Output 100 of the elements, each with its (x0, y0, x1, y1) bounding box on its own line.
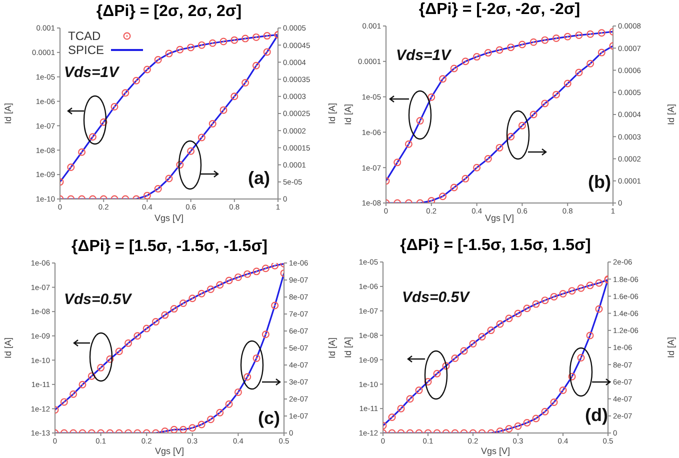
point (165, 50, 173, 58)
point (271, 263, 279, 270)
point (216, 281, 224, 289)
point (244, 270, 252, 278)
point (97, 364, 105, 372)
legend-label: SPICE (68, 43, 104, 57)
point (134, 332, 142, 340)
point (586, 282, 594, 290)
chart-title: {ΔPi} = [1.5σ, -1.5σ, -1.5σ] (70, 238, 268, 256)
point (206, 286, 214, 293)
point (230, 36, 238, 44)
point (462, 58, 470, 66)
point (550, 292, 558, 300)
point (106, 355, 114, 363)
x-axis-title: Vgs [V] (154, 213, 184, 223)
point (484, 49, 492, 57)
point (263, 32, 271, 40)
point (424, 378, 432, 386)
point (442, 362, 450, 370)
y-axis-title: Id [A] (343, 104, 354, 126)
y-axis-title: Id [A] (3, 102, 14, 124)
y2-axis-title: Id [A] (327, 102, 338, 124)
point (478, 333, 486, 341)
point (530, 38, 538, 46)
annotation: Vds=0.5V (402, 289, 470, 306)
point (208, 39, 216, 47)
point (132, 76, 140, 84)
point (439, 75, 446, 83)
y2-axis-title: Id [A] (666, 104, 676, 126)
point (198, 290, 206, 298)
point (143, 66, 151, 74)
point (225, 276, 233, 284)
point (161, 311, 169, 319)
point (460, 347, 468, 355)
point (170, 305, 178, 313)
point (115, 348, 123, 356)
point (100, 118, 108, 126)
point (469, 340, 477, 348)
point (406, 395, 414, 403)
point (152, 318, 160, 326)
point (473, 53, 481, 61)
point (415, 386, 423, 394)
y2-axis-title: Id [A] (666, 336, 676, 358)
point (523, 304, 531, 312)
point (507, 44, 515, 52)
x-axis-title: Vgs [V] (484, 213, 514, 223)
point (575, 31, 583, 39)
point (404, 140, 412, 148)
point (154, 56, 162, 64)
point (487, 326, 495, 334)
point (110, 102, 118, 110)
point (394, 158, 402, 166)
point (242, 34, 250, 42)
chart-title: {ΔPi} = [2σ, 2σ, 2σ] (95, 3, 243, 21)
point (564, 32, 572, 40)
point (78, 380, 86, 388)
x-axis-title: Vgs [V] (154, 446, 184, 456)
point (67, 163, 75, 171)
point (598, 29, 606, 37)
point (433, 370, 441, 378)
point (577, 284, 585, 292)
y2-axis-title: Id [A] (327, 337, 338, 359)
point (88, 133, 96, 141)
point (416, 117, 424, 125)
x-axis-title: Vgs [V] (480, 446, 510, 456)
point (122, 89, 130, 97)
point (568, 287, 576, 295)
annotation: (b) (588, 172, 611, 193)
point (552, 34, 560, 42)
point (88, 372, 96, 380)
point (541, 36, 549, 44)
y-axis-title: Id [A] (343, 336, 354, 358)
point (142, 324, 150, 332)
point (60, 398, 68, 406)
annotation: (d) (585, 405, 608, 426)
point (388, 414, 396, 422)
point (586, 30, 594, 38)
point (176, 46, 184, 54)
point (532, 300, 540, 308)
point (451, 354, 459, 362)
point (124, 339, 132, 347)
point (187, 44, 195, 52)
point (78, 148, 86, 156)
point (188, 294, 196, 302)
point (220, 38, 228, 46)
point (496, 320, 504, 328)
point (198, 41, 206, 49)
point (70, 390, 78, 398)
point (505, 314, 513, 322)
point (450, 64, 458, 72)
point (234, 273, 242, 281)
annotation: Vds=1V (64, 64, 119, 81)
point (179, 300, 187, 308)
point (496, 46, 504, 54)
point (428, 93, 436, 101)
point (595, 279, 603, 287)
point (262, 264, 270, 272)
legend-label: TCAD (68, 29, 102, 43)
point (541, 296, 549, 304)
point (252, 33, 260, 41)
